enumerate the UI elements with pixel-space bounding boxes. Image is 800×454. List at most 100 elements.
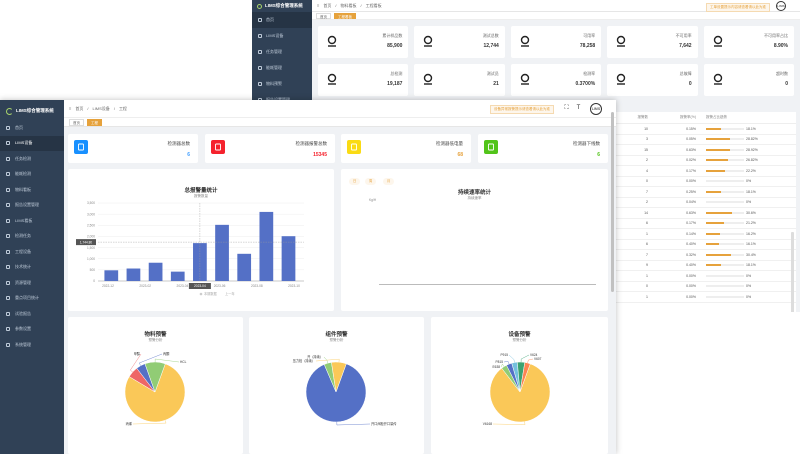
sidebar-item[interactable]: 任务检测 [0, 151, 64, 167]
sidebar-item[interactable]: LIMS设备 [252, 28, 312, 44]
pie-label-line [527, 358, 534, 364]
sidebar-item[interactable]: 工程设备 [0, 244, 64, 260]
tag-engineering[interactable]: 工程 [87, 118, 102, 126]
sidebar-item[interactable]: 参数设置 [0, 322, 64, 338]
chart-bar[interactable] [237, 253, 252, 281]
sidebar-item[interactable]: 首页 [0, 120, 64, 136]
pie-slice[interactable] [305, 363, 367, 423]
table-row[interactable]: 1 0.00% 0% [612, 271, 796, 282]
tag-home[interactable]: 首页 [69, 118, 84, 126]
pie-slice[interactable] [489, 363, 551, 423]
sidebar-item[interactable]: 报告设置管理 [0, 198, 64, 214]
stat-card[interactable]: 不可用率 7,642 [607, 26, 698, 58]
table-row[interactable]: 7 0.25% 18.1% [612, 187, 796, 198]
stat-card[interactable]: 不可用率占比 8.90% [703, 26, 794, 58]
menu-icon [258, 34, 262, 38]
scrollbar[interactable] [611, 112, 614, 292]
chip-day[interactable]: 日 [349, 178, 361, 185]
sidebar-item-label: 报告设置管理 [266, 97, 290, 103]
column-header: 报警占比趋势 [706, 115, 727, 119]
cell-percent: 0% [746, 200, 752, 205]
cell-percent: 30.4% [746, 252, 756, 257]
sidebar-item[interactable]: 检测任务 [0, 229, 64, 245]
stat-card[interactable]: 检测器低电量 68 [341, 134, 471, 163]
chart-bar[interactable] [104, 270, 119, 281]
stat-card[interactable]: 累计样品数 85,900 [318, 26, 409, 58]
table-row[interactable]: 4 0.17% 22.2% [612, 166, 796, 177]
brand-title: LIMS综合管理系统 [265, 3, 303, 8]
breadcrumb-item[interactable]: 首页 [323, 2, 332, 8]
sidebar-item[interactable]: LIMS设备 [0, 135, 64, 151]
table-row[interactable]: 6 0.40% 16.1% [612, 240, 796, 250]
sidebar-item[interactable]: 物料预警 [252, 76, 312, 92]
table-row[interactable]: 0 0.00% 0% [612, 282, 796, 292]
stat-card[interactable]: 测试员 21 [414, 64, 505, 96]
breadcrumb-item[interactable]: 首页 [75, 105, 84, 111]
chart-bar[interactable] [126, 268, 141, 281]
menu-icon [258, 50, 262, 54]
table-row[interactable]: 3 0.05% 28.82% [612, 135, 796, 145]
menu-toggle-icon[interactable]: ≡ [317, 3, 320, 8]
tag-engineering[interactable]: 工程看板 [334, 12, 356, 19]
stat-card[interactable]: 检测器报警总数 15345 [205, 134, 335, 163]
table-row[interactable]: 2 0.04% 0% [612, 198, 796, 208]
chart-bar[interactable] [193, 243, 207, 281]
breadcrumb-item[interactable]: LIMS设备 [92, 105, 110, 111]
progress-bar [706, 190, 744, 193]
pie-slice[interactable] [331, 361, 347, 393]
chart-bar[interactable] [281, 236, 296, 281]
table-row[interactable]: 10 0.15% 18.1% [612, 124, 796, 135]
breadcrumb-item[interactable]: 物料看板 [340, 2, 357, 8]
cell-count: 1 [646, 231, 648, 236]
stat-card[interactable]: 测试总数 12,744 [414, 26, 505, 58]
sidebar-item[interactable]: 技术统计 [0, 260, 64, 276]
menu-toggle-icon[interactable]: ≡ [69, 106, 72, 111]
stat-card[interactable]: 检测器总数 6 [68, 134, 198, 163]
stat-card[interactable]: 可用率 78,258 [510, 26, 602, 58]
table-row[interactable]: 0 0.00% 0% [612, 177, 796, 187]
tag-home[interactable]: 首页 [316, 12, 331, 19]
sidebar-item[interactable]: 试验报告 [0, 306, 64, 322]
stat-card[interactable]: 检测器下线数 6 [478, 134, 608, 163]
stat-card[interactable]: 检测率 0.3700% [510, 64, 602, 96]
sidebar-item[interactable]: 物料看板 [0, 182, 64, 198]
table-row[interactable]: 2 0.02% 26.82% [612, 156, 796, 166]
sidebar-item[interactable]: LIMS看板 [0, 213, 64, 229]
pie-slice[interactable] [144, 361, 166, 393]
fullscreen-icon[interactable]: ⛶ [564, 105, 569, 111]
stat-value: 85,900 [387, 43, 403, 49]
font-size-icon[interactable]: T [576, 105, 581, 111]
pie-slice[interactable] [519, 362, 531, 393]
chip-month[interactable]: 月 [383, 178, 395, 185]
table-row[interactable]: 9 0.40% 18.1% [612, 261, 796, 271]
pie-panel-component: 组件预警 预警分析 开口阀柜开口量传 开（持续） 压力检（持续） [249, 317, 424, 454]
breadcrumb-item: 工程 [118, 105, 127, 111]
cell-rate: 0.25% [686, 189, 696, 194]
sidebar-item[interactable]: 能耗检测 [0, 167, 64, 183]
table-row[interactable]: 1 0.14% 16.2% [612, 229, 796, 240]
sidebar-item[interactable]: 系统管理 [0, 337, 64, 353]
stat-card[interactable]: 超时数 0 [703, 64, 794, 96]
sidebar-item[interactable]: 能耗管理 [252, 60, 312, 76]
chart-bar[interactable] [148, 262, 163, 281]
table-row[interactable]: 1 0.00% 0% [612, 292, 796, 303]
table-row[interactable]: 6 0.17% 21.2% [612, 219, 796, 229]
sidebar-item[interactable]: 任务管理 [252, 44, 312, 60]
scrollbar[interactable] [791, 232, 794, 312]
monitor-icon [713, 35, 722, 47]
avatar[interactable]: LIMS [776, 1, 786, 11]
table-row[interactable]: 7 0.32% 30.4% [612, 250, 796, 261]
chart-bar[interactable] [170, 271, 185, 281]
stat-card[interactable]: 总检测 19,187 [318, 64, 409, 96]
table-row[interactable]: 15 0.63% 28.92% [612, 145, 796, 156]
table-row[interactable]: 14 0.63% 30.6% [612, 208, 796, 219]
stat-card[interactable]: 总故障 0 [607, 64, 698, 96]
sidebar-item[interactable]: 重点项目统计 [0, 291, 64, 307]
sidebar-item[interactable]: 首页 [252, 12, 312, 28]
chart-bar[interactable] [215, 224, 229, 281]
chart-bar[interactable] [259, 211, 274, 281]
chip-week[interactable]: 周 [365, 178, 377, 185]
sidebar-item[interactable]: 资源管理 [0, 275, 64, 291]
pie-slice[interactable] [124, 363, 186, 423]
avatar[interactable]: LIMS [590, 103, 602, 115]
